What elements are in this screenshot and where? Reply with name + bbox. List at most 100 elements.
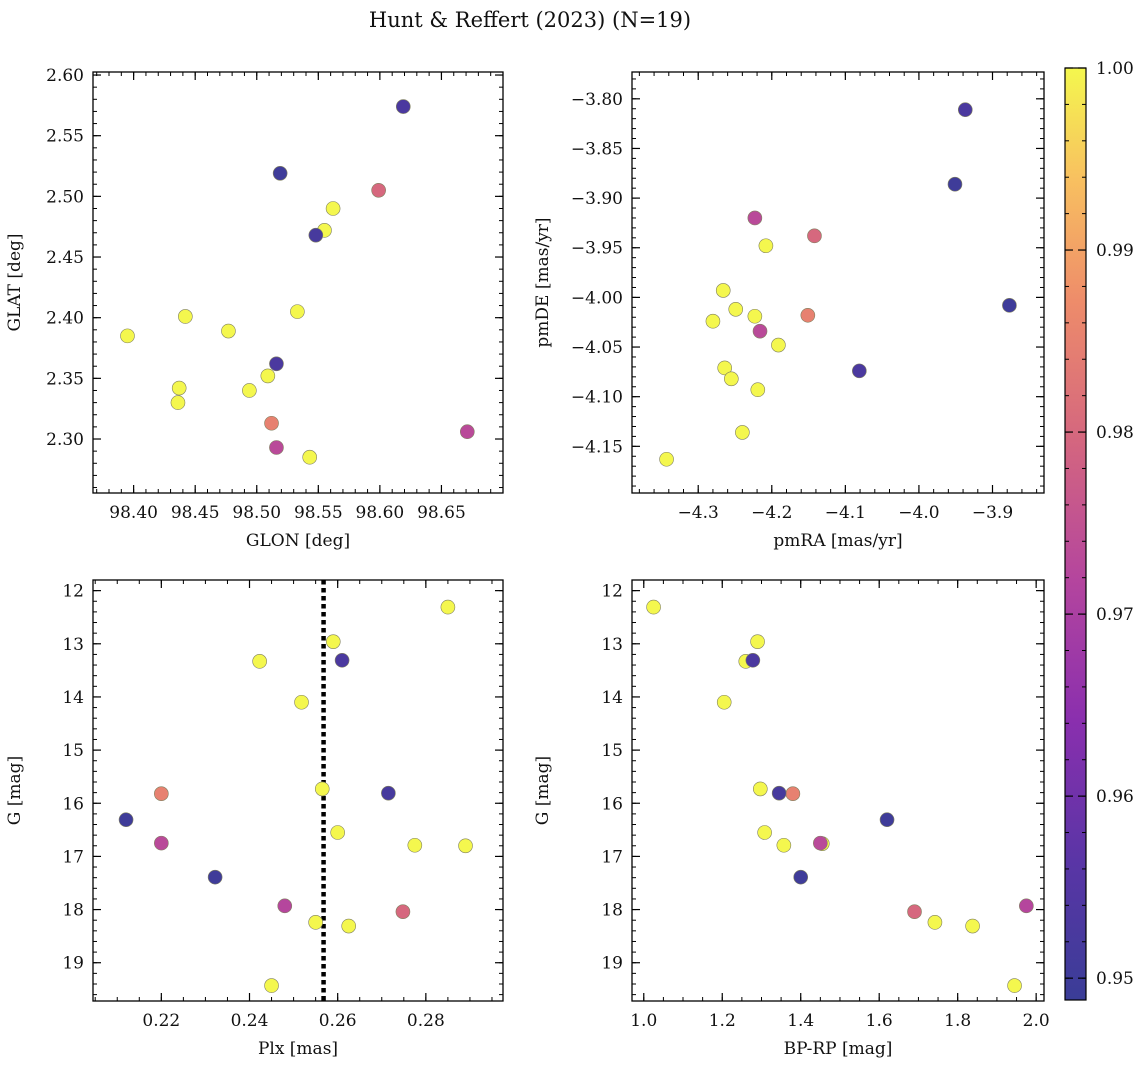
y-tick-label: 2.55 — [46, 127, 84, 147]
data-point — [341, 918, 356, 934]
data-point — [747, 308, 763, 324]
y-tick-label: 19 — [601, 954, 623, 974]
y-axis-label: GLAT [deg] — [5, 233, 25, 331]
data-point — [715, 283, 731, 298]
colorbar-tick-label: 0.95 — [1096, 969, 1134, 989]
data-point — [735, 425, 750, 440]
figure-title: Hunt & Reffert (2023) (N=19) — [369, 8, 691, 32]
data-point — [325, 201, 341, 216]
data-point — [118, 812, 134, 828]
y-axis-label: G [mag] — [533, 756, 553, 825]
colorbar-gradient — [1064, 67, 1087, 1001]
data-point — [395, 99, 411, 114]
data-point — [308, 227, 324, 243]
y-tick-label: −4.10 — [571, 388, 623, 408]
y-axis-label: pmDE [mas/yr] — [533, 217, 553, 347]
y-tick-label: 19 — [62, 954, 84, 974]
axes-frame — [92, 71, 504, 494]
y-tick-label: −3.85 — [571, 139, 623, 159]
data-point — [957, 102, 973, 118]
y-tick-label: 18 — [601, 901, 623, 921]
data-point — [771, 337, 786, 353]
y-tick-label: 2.35 — [46, 369, 84, 389]
y-tick-label: −4.00 — [571, 288, 623, 308]
y-tick-label: 2.50 — [46, 187, 84, 207]
data-point — [776, 837, 792, 853]
data-point — [717, 360, 733, 376]
x-tick-label: 98.55 — [294, 503, 343, 523]
data-point — [965, 918, 980, 934]
y-tick-label: −3.95 — [571, 239, 623, 259]
data-point — [800, 307, 816, 323]
data-point — [459, 424, 475, 440]
panel-p2: −4.3 −4.2 −4.1 −4.0 −3.9 −4.15 −4.10 −4.05 −4.00… — [533, 71, 1045, 551]
data-point — [879, 812, 895, 828]
y-tick-label: 14 — [601, 688, 623, 708]
data-point — [294, 694, 309, 710]
colorbar-tick-label: 0.97 — [1096, 605, 1134, 625]
data-point — [1007, 978, 1022, 993]
data-point — [252, 654, 267, 669]
y-tick-label: 12 — [62, 582, 84, 602]
colorbar-tick-label: 1.00 — [1096, 59, 1134, 79]
data-point — [728, 302, 744, 317]
data-point — [154, 835, 169, 851]
y-tick-label: 2.45 — [46, 248, 84, 268]
x-tick-label: 2.0 — [1023, 1011, 1050, 1031]
axes-frame — [92, 579, 504, 1002]
y-tick-label: 17 — [62, 847, 84, 867]
data-point — [170, 395, 186, 410]
data-point — [646, 599, 661, 615]
colorbar-tick-label: 0.99 — [1096, 241, 1134, 261]
data-point — [947, 176, 963, 192]
axes-frame — [631, 71, 1045, 494]
data-point — [242, 383, 257, 398]
data-point — [1019, 898, 1034, 914]
data-point — [758, 238, 774, 254]
colorbar-tick-label: 0.96 — [1096, 787, 1134, 807]
data-point — [381, 785, 396, 801]
axes-frame — [631, 579, 1045, 1002]
x-tick-label: −4.0 — [898, 503, 939, 523]
x-tick-label: 0.22 — [142, 1011, 180, 1031]
data-point — [793, 869, 809, 885]
y-tick-label: 18 — [62, 901, 84, 921]
colorbar-tick-label: 0.98 — [1096, 423, 1134, 443]
y-tick-label: −4.15 — [571, 437, 623, 457]
x-tick-label: −3.9 — [972, 503, 1013, 523]
data-point — [785, 786, 801, 801]
y-tick-label: 16 — [601, 794, 623, 814]
data-point — [407, 837, 423, 853]
data-point — [927, 915, 943, 930]
x-tick-label: 1.6 — [866, 1011, 893, 1031]
data-point — [269, 440, 284, 455]
y-axis-label: G [mag] — [5, 756, 25, 825]
x-axis-label: BP-RP [mag] — [784, 1039, 893, 1059]
data-point — [757, 825, 772, 840]
x-axis-label: GLON [deg] — [246, 531, 350, 551]
data-point — [705, 313, 721, 329]
data-point — [395, 904, 411, 919]
data-point — [750, 634, 765, 649]
data-point — [750, 382, 766, 398]
data-point — [852, 363, 867, 379]
x-tick-label: 98.65 — [417, 503, 466, 523]
data-point — [1002, 298, 1017, 313]
x-tick-label: −4.3 — [678, 503, 719, 523]
y-tick-label: 2.40 — [46, 309, 84, 329]
data-point — [269, 356, 284, 372]
colorbar: 0.95 0.96 0.97 0.98 0.99 1.00 — [1064, 59, 1134, 1001]
x-tick-label: 1.8 — [944, 1011, 971, 1031]
x-tick-label: 1.2 — [709, 1011, 736, 1031]
data-point — [745, 652, 761, 668]
x-axis-label: pmRA [mas/yr] — [773, 531, 902, 551]
data-point — [807, 228, 822, 244]
y-tick-label: 14 — [62, 688, 84, 708]
data-point — [314, 781, 330, 797]
data-point — [302, 449, 317, 465]
y-tick-label: 13 — [62, 635, 84, 655]
data-point — [771, 785, 787, 801]
y-tick-label: 17 — [601, 847, 623, 867]
data-point — [207, 869, 223, 885]
